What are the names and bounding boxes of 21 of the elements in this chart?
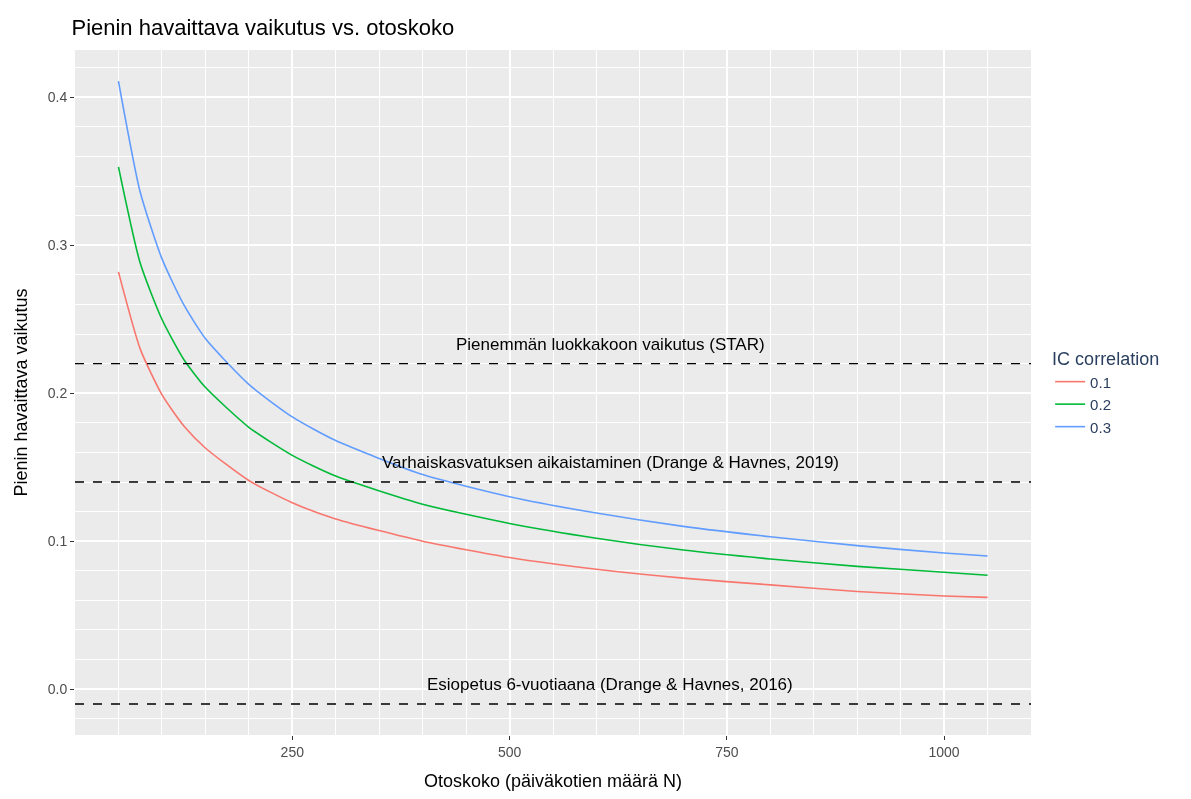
ref-line-label: Pienemmän luokkakoon vaikutus (STAR) xyxy=(456,335,765,354)
y-tick-label: 0.1 xyxy=(47,533,68,550)
y-tick-label: 0.0 xyxy=(47,681,68,698)
line-series xyxy=(117,166,989,577)
x-tick-label: 250 xyxy=(280,743,305,760)
line-series xyxy=(117,271,989,599)
legend-label: 0.3 xyxy=(1090,418,1111,436)
line-series xyxy=(117,80,989,557)
x-tick-label: 500 xyxy=(497,743,522,760)
ref-line-label: Esiopetus 6-vuotiaana (Drange & Havnes, 2016) xyxy=(427,675,793,694)
legend-label: 0.1 xyxy=(1090,373,1111,391)
x-axis-title: Otoskoko (päiväkotien määrä N) xyxy=(423,770,683,791)
y-axis-title: Pienin havaittava vaikutus xyxy=(10,288,31,497)
y-tick-label: 0.4 xyxy=(47,89,68,106)
chart-title: Pienin havaittava vaikutus vs. otoskoko xyxy=(71,15,455,41)
x-tick-label: 750 xyxy=(715,743,739,760)
legend-title: IC correlation xyxy=(1052,349,1160,370)
x-tick-label: 1000 xyxy=(928,743,960,760)
y-tick-label: 0.3 xyxy=(47,237,68,254)
legend-label: 0.2 xyxy=(1090,396,1111,413)
y-tick-label: 0.2 xyxy=(47,385,68,402)
